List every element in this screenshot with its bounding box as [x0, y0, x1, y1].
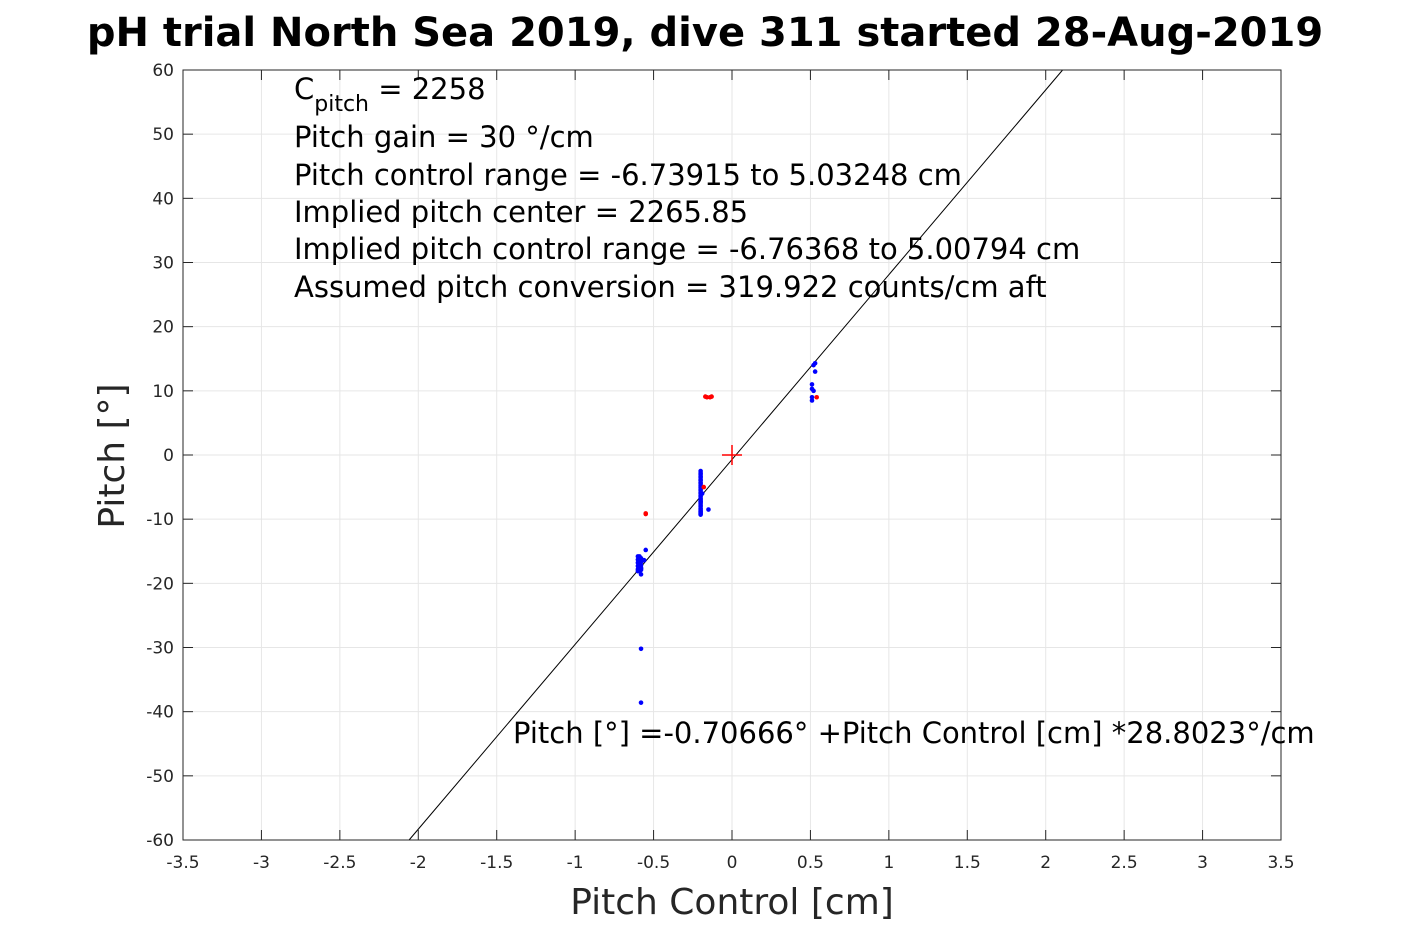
y-tick-label: 40 — [152, 189, 174, 209]
data-points — [635, 360, 820, 705]
annotation-control-range: Pitch control range = -6.73915 to 5.0324… — [294, 158, 962, 192]
blue-data-point — [638, 572, 644, 577]
x-tick-label: 0 — [727, 853, 738, 873]
blue-data-point — [699, 491, 705, 496]
annotation-c-pitch: Cpitch = 2258 — [294, 72, 486, 117]
x-tick-label: -0.5 — [637, 853, 670, 873]
c-pitch-symbol: C — [294, 72, 314, 106]
x-tick-label: 0.5 — [797, 853, 824, 873]
fit-equation-label: Pitch [°] =-0.70666° +Pitch Control [cm]… — [513, 716, 1315, 750]
red-data-point — [814, 394, 820, 400]
blue-data-point — [638, 646, 644, 652]
blue-data-point — [643, 547, 649, 553]
blue-data-point — [698, 473, 703, 479]
red-data-point — [701, 484, 707, 490]
blue-data-point — [698, 508, 703, 514]
axis-ticks: -3.5 -3 -2.5 -2 -1.5 -1 -0.5 0 0.5 1 1.5 2 2.5 3 3.5 -6… — [146, 61, 1294, 873]
x-tick-label: -2 — [410, 853, 427, 873]
blue-data-point — [638, 700, 644, 705]
c-pitch-value: = 2258 — [369, 72, 486, 106]
x-tick-label: -2.5 — [323, 853, 356, 873]
blue-data-point — [809, 382, 815, 387]
center-marker-group — [722, 445, 742, 465]
y-tick-label: 20 — [152, 318, 174, 338]
blue-data-point — [641, 557, 647, 563]
blue-data-point — [811, 388, 816, 394]
blue-data-point — [812, 360, 818, 366]
y-tick-label: 0 — [163, 446, 174, 466]
blue-data-point — [698, 502, 703, 508]
y-tick-label: 50 — [152, 125, 174, 145]
y-tick-label: 10 — [152, 382, 174, 402]
red-data-point — [709, 394, 714, 399]
x-tick-label: -3 — [253, 853, 270, 873]
annotation-pitch-conversion: Assumed pitch conversion = 319.922 count… — [294, 270, 1047, 304]
blue-data-point — [698, 477, 703, 482]
x-tick-label: -1 — [567, 853, 584, 873]
y-tick-label: -10 — [146, 510, 174, 530]
x-tick-label: 1 — [883, 853, 894, 873]
annotation-pitch-gain: Pitch gain = 30 °/cm — [294, 120, 594, 154]
y-tick-label: -20 — [146, 574, 174, 594]
c-pitch-subscript: pitch — [314, 92, 369, 117]
y-tick-label: -50 — [146, 767, 174, 787]
x-tick-label: 3.5 — [1267, 853, 1294, 873]
blue-data-point — [809, 398, 815, 403]
y-tick-label: 30 — [152, 254, 174, 274]
x-tick-label: 1.5 — [954, 853, 981, 873]
y-tick-label: 60 — [152, 61, 174, 81]
blue-data-point — [809, 394, 815, 400]
chart-title: pH trial North Sea 2019, dive 311 starte… — [87, 10, 1323, 56]
x-tick-label: 2 — [1040, 853, 1051, 873]
x-axis-label: Pitch Control [cm] — [570, 882, 894, 923]
x-tick-label: -3.5 — [166, 853, 199, 873]
annotation-pitch-center: Implied pitch center = 2265.85 — [294, 195, 748, 229]
annotation-implied-range: Implied pitch control range = -6.76368 t… — [294, 232, 1080, 266]
blue-data-point — [638, 567, 644, 573]
blue-data-point — [812, 369, 818, 374]
y-tick-label: -60 — [146, 831, 174, 851]
blue-data-point — [698, 470, 703, 476]
blue-data-point — [698, 498, 703, 504]
y-tick-label: -30 — [146, 639, 174, 659]
blue-data-point — [698, 480, 703, 485]
y-tick-label: -40 — [146, 703, 174, 723]
x-tick-label: 2.5 — [1111, 853, 1138, 873]
blue-data-point — [706, 507, 711, 512]
x-tick-label: -1.5 — [480, 853, 513, 873]
annotation-block: Cpitch = 2258 Pitch gain = 30 °/cm Pitch… — [294, 72, 1080, 304]
x-tick-label: 3 — [1197, 853, 1208, 873]
red-data-point — [643, 511, 649, 517]
y-axis-label: Pitch [°] — [92, 383, 133, 528]
